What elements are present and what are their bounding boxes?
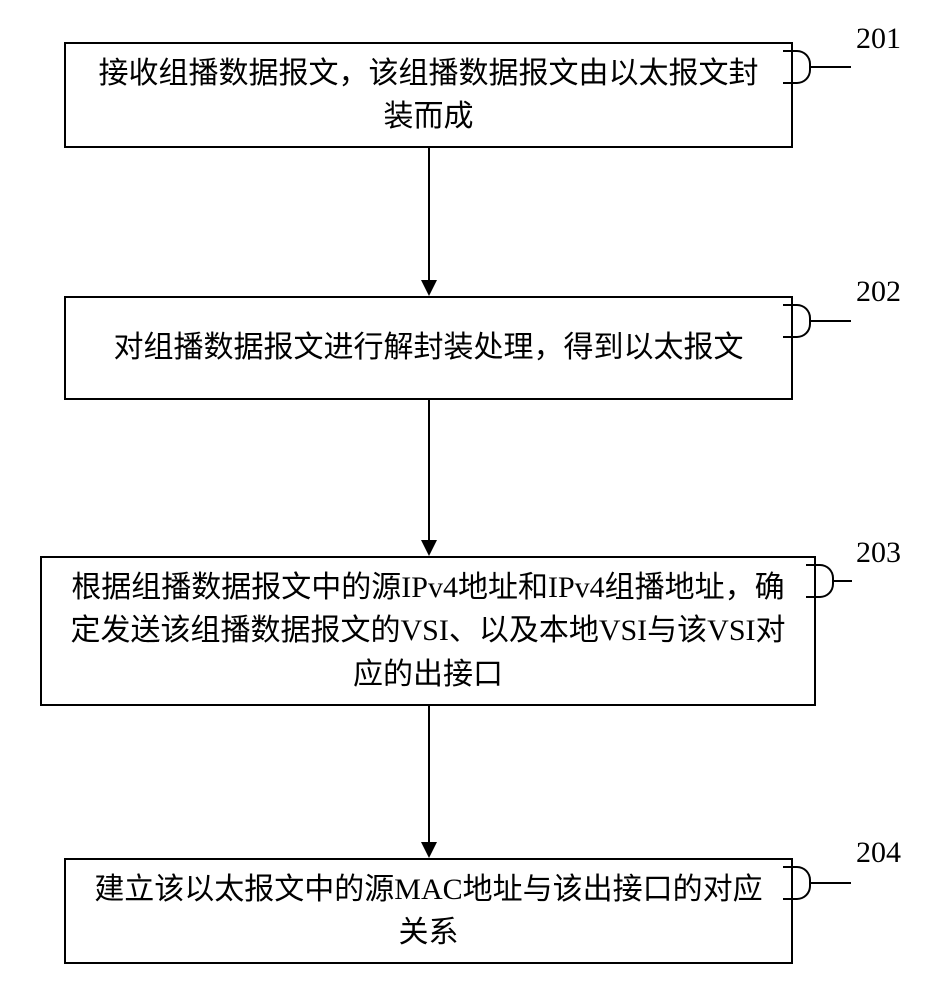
arrow-202-203 bbox=[428, 400, 430, 556]
step-203-text: 根据组播数据报文中的源IPv4地址和IPv4组播地址，确定发送该组播数据报文的V… bbox=[62, 566, 794, 697]
arrow-201-202 bbox=[428, 148, 430, 296]
step-204-text: 建立该以太报文中的源MAC地址与该出接口的对应关系 bbox=[86, 868, 771, 955]
step-202-bracket bbox=[793, 304, 811, 338]
step-201-label: 201 bbox=[856, 22, 901, 56]
step-202-label: 202 bbox=[856, 275, 901, 309]
step-201-box: 接收组播数据报文，该组播数据报文由以太报文封装而成 bbox=[64, 42, 793, 148]
step-203-label: 203 bbox=[856, 536, 901, 570]
step-203-bracket bbox=[816, 564, 834, 598]
step-203-box: 根据组播数据报文中的源IPv4地址和IPv4组播地址，确定发送该组播数据报文的V… bbox=[40, 556, 816, 706]
step-204-box: 建立该以太报文中的源MAC地址与该出接口的对应关系 bbox=[64, 858, 793, 964]
step-201-bracket bbox=[793, 50, 811, 84]
flowchart-canvas: 接收组播数据报文，该组播数据报文由以太报文封装而成 201 对组播数据报文进行解… bbox=[0, 0, 936, 1000]
step-201-text: 接收组播数据报文，该组播数据报文由以太报文封装而成 bbox=[86, 52, 771, 139]
step-202-box: 对组播数据报文进行解封装处理，得到以太报文 bbox=[64, 296, 793, 400]
step-204-bracket bbox=[793, 866, 811, 900]
arrow-203-204 bbox=[428, 706, 430, 858]
step-202-text: 对组播数据报文进行解封装处理，得到以太报文 bbox=[114, 326, 744, 370]
step-204-label: 204 bbox=[856, 836, 901, 870]
